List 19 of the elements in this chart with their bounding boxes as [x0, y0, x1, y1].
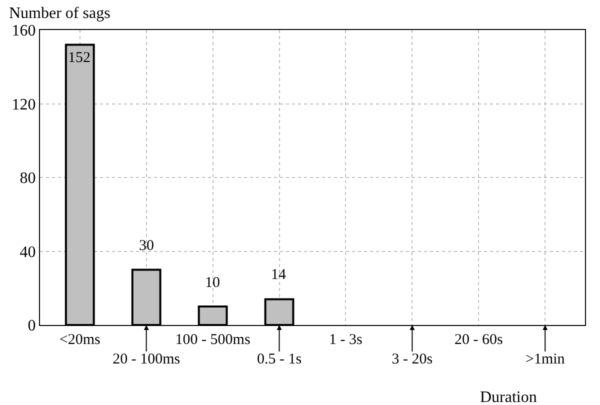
data-label: 152: [68, 50, 90, 66]
x-tick-label: 0.5 - 1s: [256, 352, 302, 368]
y-axis-title: Number of sags: [9, 5, 110, 22]
x-tick-label: 20 - 60s: [454, 332, 503, 348]
x-tick-label: >1min: [525, 352, 566, 368]
x-tick-label: 100 - 500ms: [175, 332, 250, 348]
data-label: 30: [139, 238, 154, 254]
data-label: 14: [271, 267, 286, 283]
x-tick-label: 20 - 100ms: [112, 352, 180, 368]
y-tick-label: 80: [20, 170, 36, 188]
y-tick-label: 160: [12, 22, 36, 40]
y-tick-label: 0: [28, 318, 36, 335]
x-axis-title: Duration: [480, 389, 537, 405]
x-tick-label: 1 - 3s: [329, 332, 363, 348]
x-tick-label: <20ms: [59, 332, 101, 348]
y-tick-label: 120: [12, 96, 36, 114]
y-tick-label: 40: [20, 244, 36, 261]
x-tick-label: 3 - 20s: [392, 352, 433, 368]
data-label: 10: [205, 275, 220, 291]
